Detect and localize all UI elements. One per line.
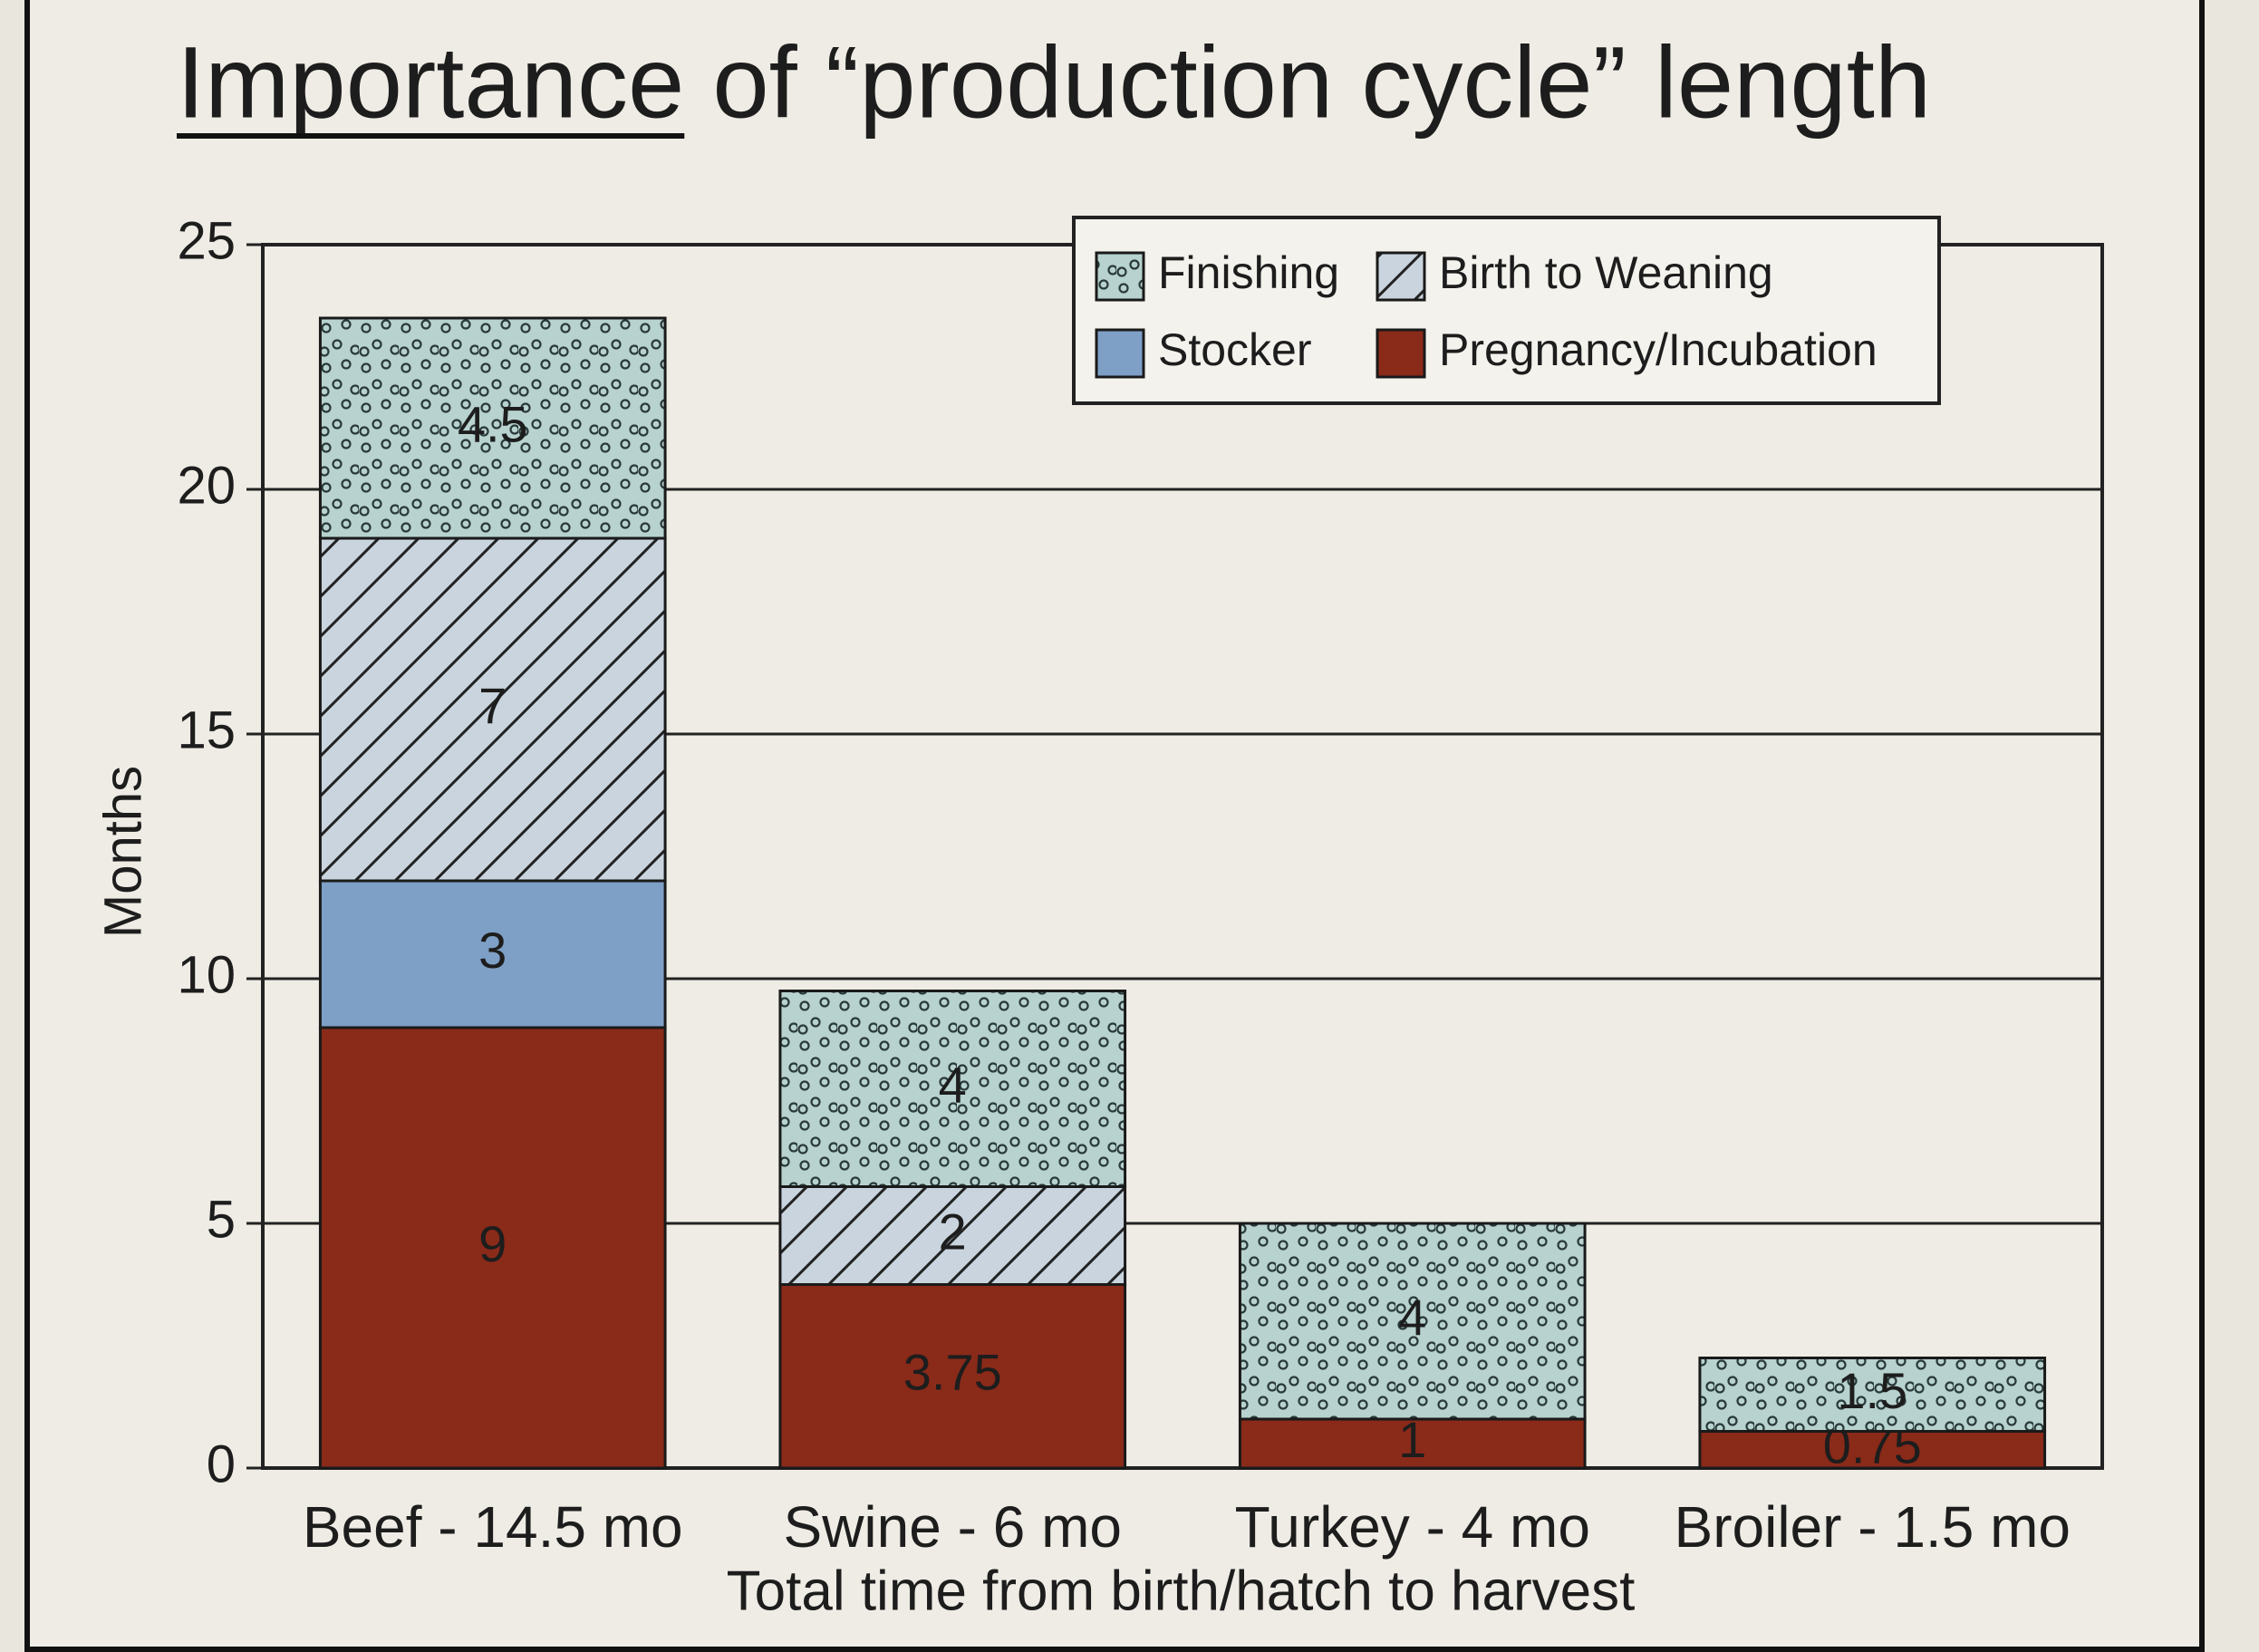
legend-label: Pregnancy/Incubation — [1439, 324, 1878, 375]
x-tick-label: Turkey - 4 mo — [1235, 1494, 1590, 1560]
x-axis-label: Total time from birth/hatch to harvest — [727, 1560, 1636, 1622]
y-axis-label: Months — [93, 766, 152, 938]
bar-segment — [318, 316, 667, 540]
bar-segment — [778, 1283, 1127, 1470]
y-tick-label: 25 — [177, 211, 236, 270]
bar-segment — [1698, 1357, 2047, 1433]
value-label: 4 — [939, 1056, 967, 1113]
value-label: 4.5 — [458, 395, 528, 452]
legend-swatch — [1376, 328, 1426, 379]
legend-swatch — [1095, 251, 1145, 302]
value-label: 4 — [1398, 1289, 1426, 1346]
y-tick-label: 0 — [207, 1435, 236, 1493]
value-label: 9 — [478, 1215, 507, 1272]
y-tick-label: 10 — [177, 945, 236, 1004]
legend-label: Stocker — [1158, 324, 1312, 375]
value-label: 7 — [478, 677, 507, 734]
x-tick-label: Beef - 14.5 mo — [303, 1494, 683, 1560]
y-tick-label: 20 — [177, 456, 236, 515]
bar-segment — [318, 879, 667, 1029]
legend-frame — [1072, 216, 1941, 405]
legend-label: Birth to Weaning — [1439, 247, 1773, 298]
x-tick-label: Broiler - 1.5 mo — [1675, 1494, 2071, 1560]
legend-label: Finishing — [1158, 247, 1339, 298]
legend-swatch — [1095, 328, 1145, 379]
value-label: 3 — [478, 922, 507, 979]
bar-segment — [318, 1026, 667, 1470]
chart-title: Importance of “production cycle” length — [177, 26, 1931, 140]
x-tick-label: Swine - 6 mo — [784, 1494, 1122, 1560]
y-tick-label: 5 — [207, 1190, 236, 1249]
value-label: 1.5 — [1837, 1362, 1907, 1419]
bar-segment — [1238, 1222, 1587, 1421]
value-label: 3.75 — [903, 1344, 1002, 1401]
y-tick-label: 15 — [177, 700, 236, 759]
bar-segment — [1238, 1417, 1587, 1470]
value-label: 2 — [939, 1203, 967, 1260]
bar-segment — [318, 536, 667, 883]
bar-segment — [1698, 1430, 2047, 1470]
legend-swatch — [1376, 251, 1426, 302]
bar-segment — [778, 990, 1127, 1188]
